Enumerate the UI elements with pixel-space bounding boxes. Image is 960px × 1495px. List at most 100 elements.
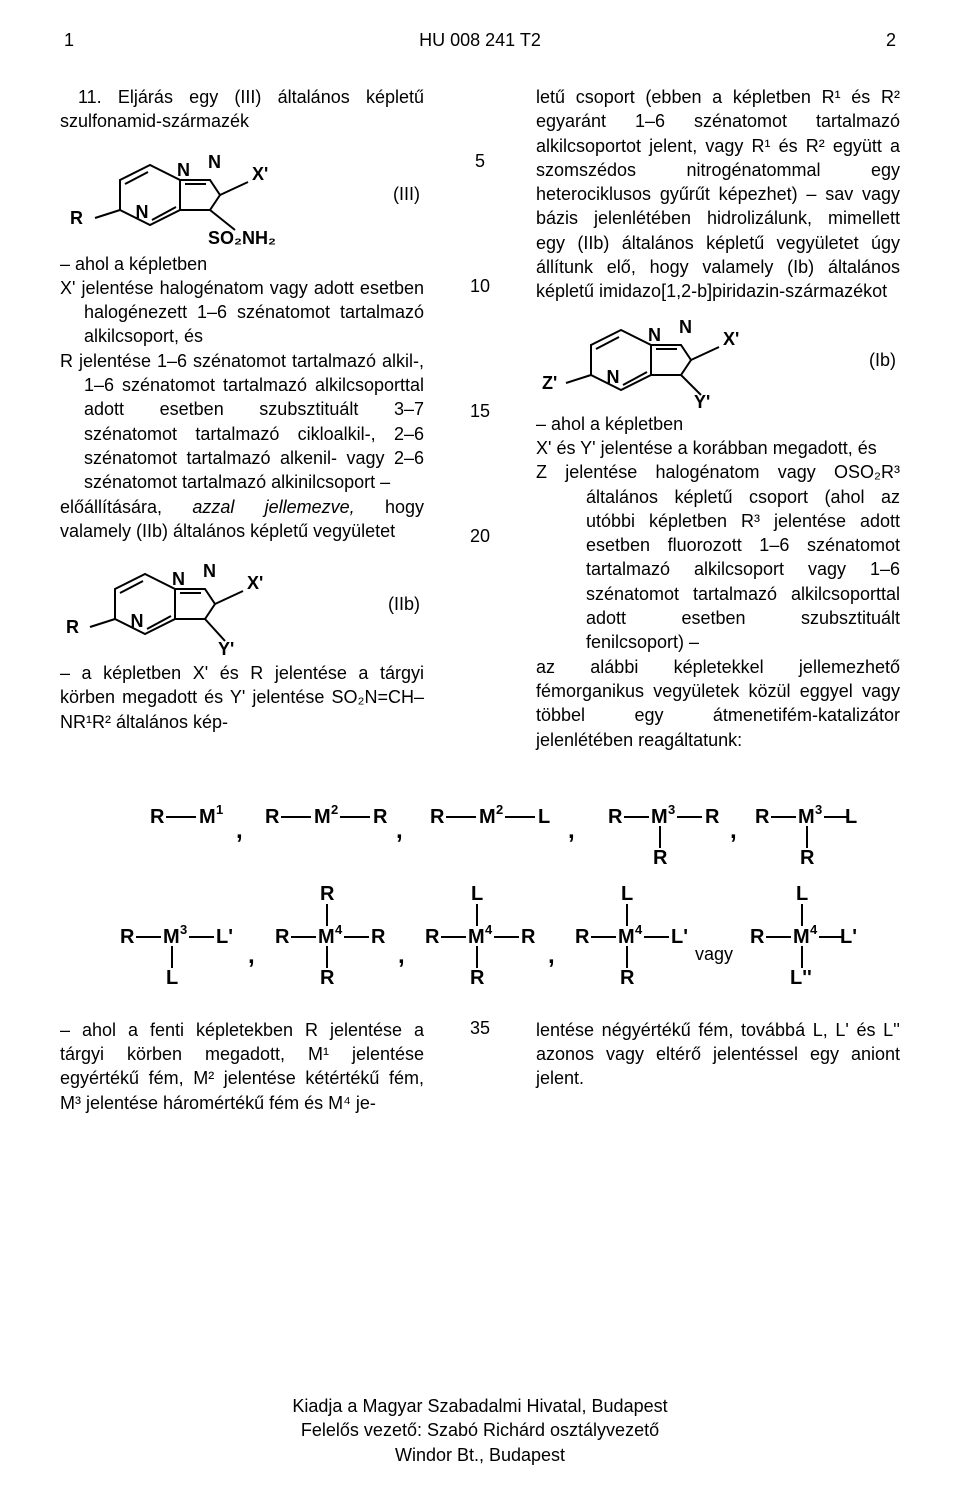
right-column: letű csoport (ebben a képletben R¹ és R²… [536, 85, 900, 752]
header-left: 1 [64, 30, 74, 51]
svg-text:,: , [236, 817, 243, 844]
figure-label-Ib: (Ib) [869, 348, 900, 372]
left-lead: 11. Eljárás egy (III) általános képletű … [60, 85, 424, 134]
svg-text:M: M [651, 806, 668, 828]
lower-right: lentése négyértékű fém, továbbá L, L' és… [536, 1018, 900, 1115]
svg-text:SO₂NH₂: SO₂NH₂ [208, 228, 276, 248]
lc-15: 15 [470, 401, 490, 422]
svg-text:L: L [845, 806, 857, 828]
svg-text:R: R [620, 967, 635, 989]
svg-text:R: R [750, 926, 765, 948]
svg-text:R: R [705, 806, 720, 828]
svg-text:L: L [538, 806, 550, 828]
structure-IIb-svg: R N N N X' Y' [60, 549, 310, 659]
svg-text:vagy: vagy [695, 944, 733, 964]
svg-text:4: 4 [810, 922, 818, 937]
svg-text:M: M [468, 926, 485, 948]
svg-text:N: N [131, 611, 144, 631]
left-dash1: – ahol a képletben [60, 252, 424, 276]
svg-text:N: N [208, 152, 221, 172]
svg-text:R: R [66, 617, 79, 637]
footer-line-3: Windor Bt., Budapest [0, 1443, 960, 1467]
svg-text:R: R [575, 926, 590, 948]
svg-text:L: L [166, 967, 178, 989]
svg-text:,: , [548, 942, 555, 969]
svg-text:,: , [396, 817, 403, 844]
header-center: HU 008 241 T2 [419, 30, 541, 51]
svg-text:R: R [521, 926, 536, 948]
svg-text:R: R [320, 883, 335, 905]
figure-label-III: (III) [393, 182, 424, 206]
svg-text:M: M [314, 806, 331, 828]
svg-text:N: N [136, 202, 149, 222]
svg-text:1: 1 [216, 802, 223, 817]
svg-text:4: 4 [485, 922, 493, 937]
svg-text:R: R [70, 208, 83, 228]
svg-text:M: M [199, 806, 216, 828]
svg-text:L': L' [840, 926, 857, 948]
footer-line-1: Kiadja a Magyar Szabadalmi Hivatal, Buda… [0, 1394, 960, 1418]
lower-left: – ahol a fenti képletekben R jelentése a… [60, 1018, 424, 1115]
figure-label-IIb: (IIb) [388, 592, 424, 616]
svg-text:N: N [679, 317, 692, 337]
svg-text:3: 3 [180, 922, 187, 937]
svg-text:R: R [800, 847, 815, 869]
svg-text:,: , [730, 817, 737, 844]
organometallic-formulae: RM1 , RM2R , RM2L , RM3R R , RM3L R RM3L… [60, 778, 900, 1008]
svg-text:L'': L'' [790, 967, 812, 989]
svg-text:,: , [398, 942, 405, 969]
lc-5: 5 [475, 151, 485, 172]
left-eloall: előállítására, azzal jellemezve, hogy va… [60, 495, 424, 544]
chem-figure-Ib: Z' N N N X' Y' (Ib) [536, 310, 900, 410]
svg-text:R: R [373, 806, 388, 828]
lower-columns: – ahol a fenti képletekben R jelentése a… [60, 1018, 900, 1115]
svg-text:2: 2 [331, 802, 338, 817]
svg-text:L': L' [671, 926, 688, 948]
svg-text:R: R [653, 847, 668, 869]
footer-line-2: Felelős vezető: Szabó Richárd osztályvez… [0, 1418, 960, 1442]
organometallic-svg: RM1 , RM2R , RM2L , RM3R R , RM3L R RM3L… [100, 778, 860, 1008]
svg-text:3: 3 [815, 802, 822, 817]
right-dash1: – ahol a képletben [536, 412, 900, 436]
svg-text:M: M [318, 926, 335, 948]
svg-text:L': L' [216, 926, 233, 948]
svg-text:N: N [172, 569, 185, 589]
left-r-def: R jelentése 1–6 szénatomot tartalmazó al… [60, 349, 424, 495]
structure-Ib-svg: Z' N N N X' Y' [536, 310, 786, 410]
svg-text:4: 4 [635, 922, 643, 937]
header-right: 2 [886, 30, 896, 51]
svg-text:M: M [479, 806, 496, 828]
svg-text:X': X' [252, 164, 268, 184]
svg-text:R: R [608, 806, 623, 828]
right-para2: az alábbi képletekkel jellemezhető fémor… [536, 655, 900, 752]
right-xy-def: X' és Y' jelentése a korábban megadott, … [536, 436, 900, 460]
svg-text:2: 2 [496, 802, 503, 817]
svg-text:R: R [150, 806, 165, 828]
left-column: 11. Eljárás egy (III) általános képletű … [60, 85, 424, 752]
left-dash2: – a képletben X' és R jelentése a tárgyi… [60, 661, 424, 734]
svg-text:,: , [568, 817, 575, 844]
page-footer: Kiadja a Magyar Szabadalmi Hivatal, Buda… [0, 1394, 960, 1467]
left-x-def: X' jelentése halogénatom vagy adott eset… [60, 276, 424, 349]
svg-text:R: R [275, 926, 290, 948]
svg-text:M: M [793, 926, 810, 948]
svg-text:Y': Y' [694, 392, 710, 410]
svg-text:R: R [430, 806, 445, 828]
svg-text:M: M [618, 926, 635, 948]
svg-text:L: L [621, 883, 633, 905]
svg-text:L: L [471, 883, 483, 905]
svg-text:R: R [320, 967, 335, 989]
chem-figure-IIb: R N N N X' Y' (IIb) [60, 549, 424, 659]
right-z-def: Z jelentése halogénatom vagy OSO₂R³ álta… [536, 460, 900, 654]
svg-text:N: N [648, 325, 661, 345]
svg-text:R: R [755, 806, 770, 828]
svg-text:L: L [796, 883, 808, 905]
svg-text:R: R [470, 967, 485, 989]
svg-text:3: 3 [668, 802, 675, 817]
svg-text:R: R [425, 926, 440, 948]
svg-text:N: N [607, 367, 620, 387]
lc-20: 20 [470, 526, 490, 547]
svg-text:N: N [177, 160, 190, 180]
patent-page: 1 HU 008 241 T2 2 11. Eljárás egy (III) … [0, 0, 960, 1135]
svg-text:R: R [265, 806, 280, 828]
